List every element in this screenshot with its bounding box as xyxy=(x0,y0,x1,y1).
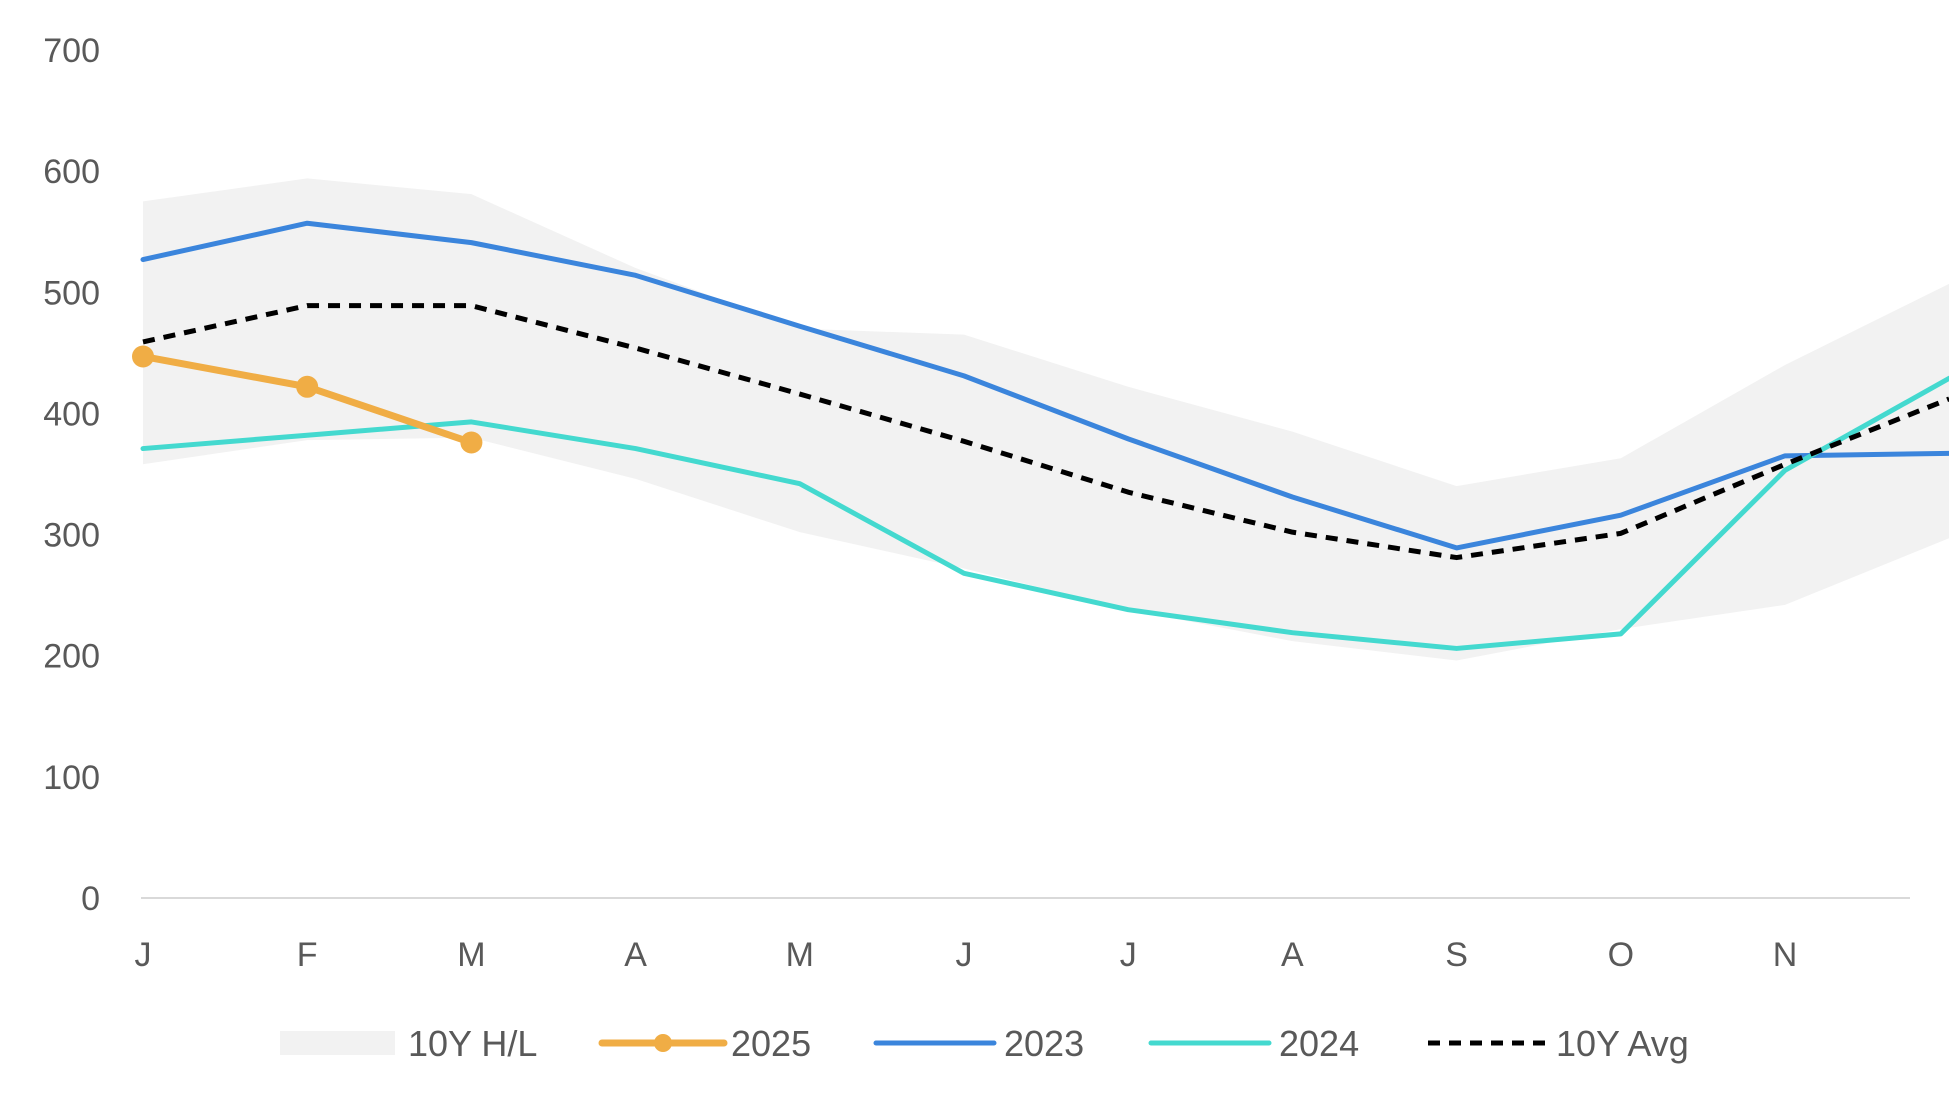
x-tick-label: A xyxy=(1281,936,1304,974)
legend-label-10y-avg: 10Y Avg xyxy=(1556,1023,1689,1064)
y-tick-label: 600 xyxy=(43,153,100,191)
x-tick-label: J xyxy=(1120,936,1137,974)
y-tick-label: 400 xyxy=(43,395,100,433)
y-tick-label: 0 xyxy=(81,880,100,918)
legend-marker-2025 xyxy=(654,1034,672,1052)
y-tick-label: 300 xyxy=(43,517,100,555)
legend-swatch-10y-h-l xyxy=(280,1031,395,1055)
axis-layer: 0 100 200 300 400 500 600 700 J F M A M J J A S O N xyxy=(43,32,1910,974)
y-tick-label: 700 xyxy=(43,32,100,70)
series-line-2024 xyxy=(140,375,1949,651)
x-tick-label: M xyxy=(457,936,485,974)
x-tick-label: S xyxy=(1445,936,1468,974)
x-tick-label: J xyxy=(956,936,973,974)
y-tick-label: 200 xyxy=(43,638,100,676)
series-point-2025 xyxy=(296,375,319,398)
y-tick-label: 500 xyxy=(43,274,100,312)
series-point-2025 xyxy=(132,345,154,368)
x-tick-label: M xyxy=(786,936,814,974)
legend: 10Y H/L 2025 2023 2024 10Y Avg xyxy=(280,1023,1689,1064)
legend-label-10y-h-l: 10Y H/L xyxy=(408,1023,537,1064)
x-tick-label: J xyxy=(135,936,152,974)
series-line-2023 xyxy=(140,220,1949,551)
legend-label-2025: 2025 xyxy=(731,1023,811,1064)
legend-label-2023: 2023 xyxy=(1004,1023,1084,1064)
y-tick-label: 100 xyxy=(43,759,100,797)
x-tick-label: F xyxy=(297,936,318,974)
series-line-10y-avg xyxy=(142,303,1949,561)
x-tick-label: N xyxy=(1773,936,1798,974)
x-tick-label: A xyxy=(624,936,647,974)
series-layer xyxy=(132,220,1949,651)
series-point-2025 xyxy=(460,431,483,454)
x-tick-label: O xyxy=(1608,936,1634,974)
legend-label-2024: 2024 xyxy=(1279,1023,1359,1064)
